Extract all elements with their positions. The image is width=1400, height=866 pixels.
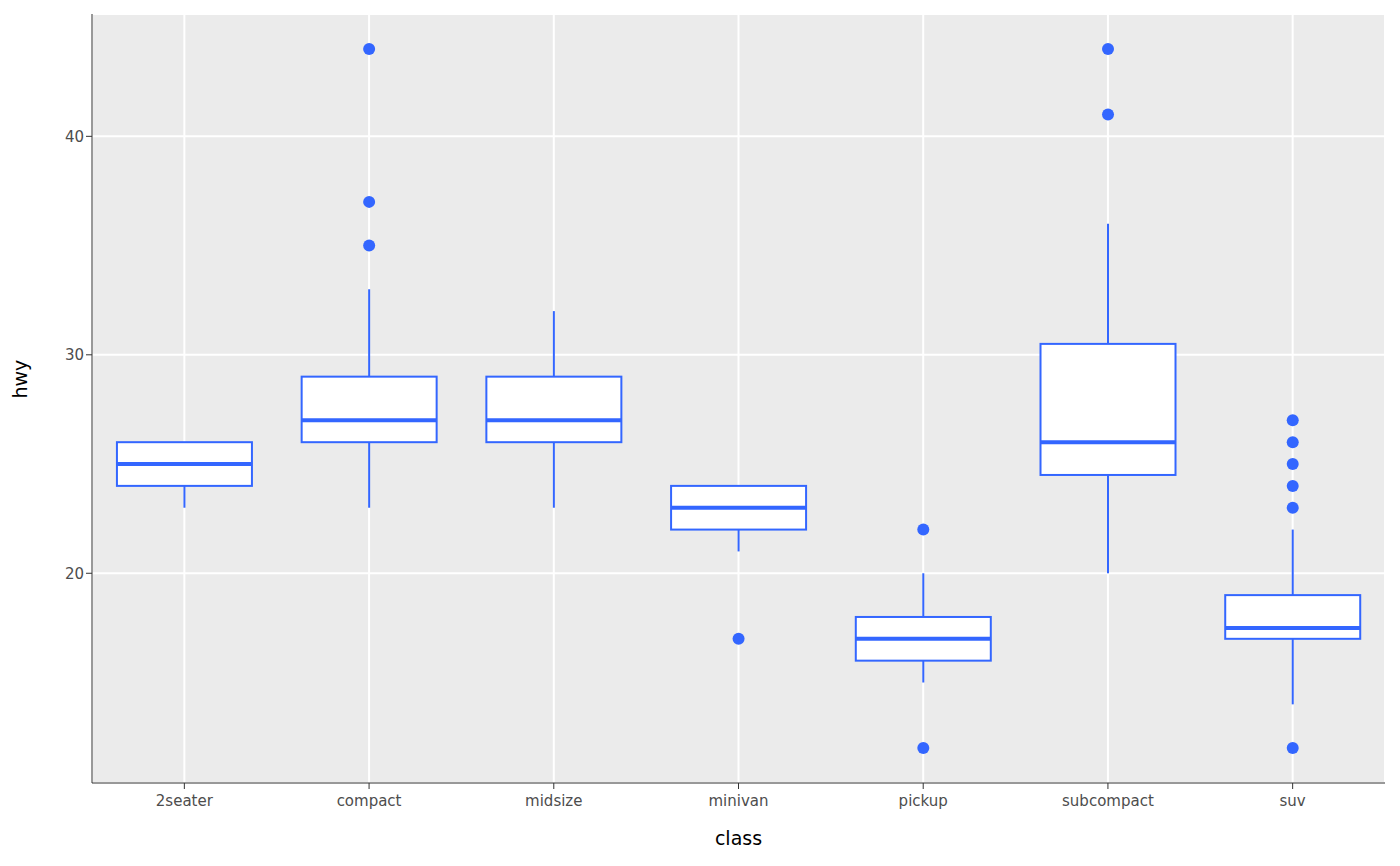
svg-text:minivan: minivan [708, 792, 768, 810]
svg-text:30: 30 [65, 346, 84, 364]
svg-text:suv: suv [1280, 792, 1306, 810]
svg-text:compact: compact [337, 792, 402, 810]
svg-text:pickup: pickup [899, 792, 948, 810]
svg-text:class: class [715, 827, 762, 849]
svg-text:20: 20 [65, 565, 84, 583]
svg-text:hwy: hwy [9, 360, 31, 399]
svg-text:subcompact: subcompact [1062, 792, 1154, 810]
svg-text:40: 40 [65, 128, 84, 146]
svg-text:midsize: midsize [525, 792, 582, 810]
svg-text:2seater: 2seater [156, 792, 214, 810]
